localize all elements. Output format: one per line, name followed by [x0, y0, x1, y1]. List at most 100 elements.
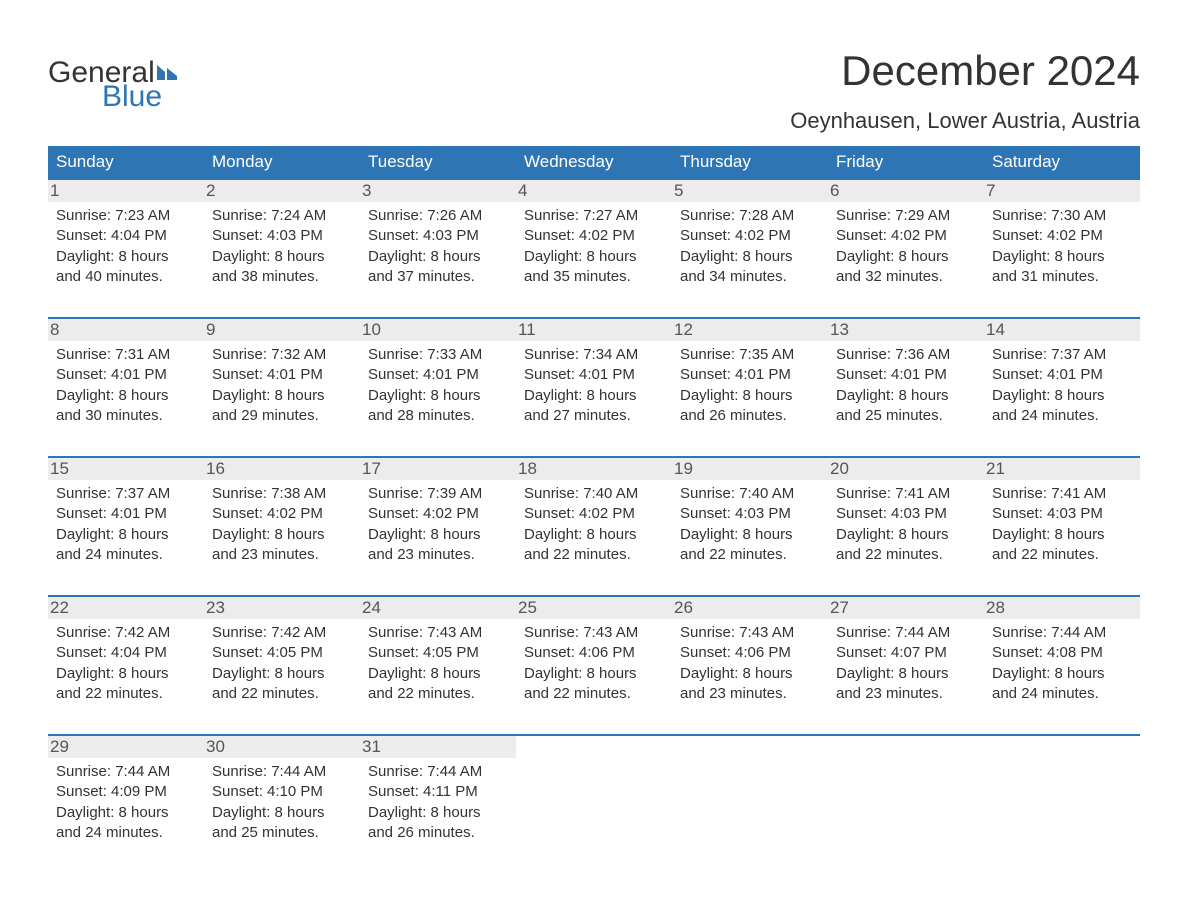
day-dl2: and 22 minutes.	[992, 545, 1132, 565]
day-cell: 30Sunrise: 7:44 AMSunset: 4:10 PMDayligh…	[204, 736, 360, 873]
day-cell: 18Sunrise: 7:40 AMSunset: 4:02 PMDayligh…	[516, 458, 672, 595]
day-sunrise: Sunrise: 7:37 AM	[56, 484, 196, 504]
day-dl1: Daylight: 8 hours	[836, 525, 976, 545]
day-dl2: and 24 minutes.	[56, 823, 196, 843]
day-sunset: Sunset: 4:02 PM	[524, 226, 664, 246]
day-dl2: and 23 minutes.	[836, 684, 976, 704]
day-sunset: Sunset: 4:02 PM	[212, 504, 352, 524]
day-dl2: and 37 minutes.	[368, 267, 508, 287]
day-dl1: Daylight: 8 hours	[992, 247, 1132, 267]
day-cell: 1Sunrise: 7:23 AMSunset: 4:04 PMDaylight…	[48, 180, 204, 317]
day-dl2: and 22 minutes.	[524, 545, 664, 565]
day-number: 29	[48, 736, 204, 758]
day-number: 20	[828, 458, 984, 480]
day-sunset: Sunset: 4:01 PM	[56, 504, 196, 524]
day-cell: 23Sunrise: 7:42 AMSunset: 4:05 PMDayligh…	[204, 597, 360, 734]
day-number: 4	[516, 180, 672, 202]
day-number: 28	[984, 597, 1140, 619]
day-number: 30	[204, 736, 360, 758]
day-sunrise: Sunrise: 7:31 AM	[56, 345, 196, 365]
day-sunrise: Sunrise: 7:43 AM	[368, 623, 508, 643]
day-sunset: Sunset: 4:01 PM	[836, 365, 976, 385]
day-cell: 14Sunrise: 7:37 AMSunset: 4:01 PMDayligh…	[984, 319, 1140, 456]
week-row: 15Sunrise: 7:37 AMSunset: 4:01 PMDayligh…	[48, 456, 1140, 595]
day-number: 8	[48, 319, 204, 341]
day-dl1: Daylight: 8 hours	[680, 525, 820, 545]
day-sunrise: Sunrise: 7:44 AM	[836, 623, 976, 643]
dow-tuesday: Tuesday	[360, 146, 516, 178]
day-cell: 10Sunrise: 7:33 AMSunset: 4:01 PMDayligh…	[360, 319, 516, 456]
day-sunset: Sunset: 4:06 PM	[680, 643, 820, 663]
day-sunrise: Sunrise: 7:41 AM	[992, 484, 1132, 504]
day-sunset: Sunset: 4:08 PM	[992, 643, 1132, 663]
day-cell: 15Sunrise: 7:37 AMSunset: 4:01 PMDayligh…	[48, 458, 204, 595]
day-number: 31	[360, 736, 516, 758]
day-sunset: Sunset: 4:11 PM	[368, 782, 508, 802]
day-sunrise: Sunrise: 7:44 AM	[212, 762, 352, 782]
day-number: 19	[672, 458, 828, 480]
dow-monday: Monday	[204, 146, 360, 178]
day-number: 16	[204, 458, 360, 480]
dow-sunday: Sunday	[48, 146, 204, 178]
day-cell: 17Sunrise: 7:39 AMSunset: 4:02 PMDayligh…	[360, 458, 516, 595]
day-dl1: Daylight: 8 hours	[524, 664, 664, 684]
day-of-week-header: Sunday Monday Tuesday Wednesday Thursday…	[48, 146, 1140, 178]
day-sunset: Sunset: 4:02 PM	[524, 504, 664, 524]
day-number: 21	[984, 458, 1140, 480]
day-dl1: Daylight: 8 hours	[368, 247, 508, 267]
day-sunset: Sunset: 4:05 PM	[368, 643, 508, 663]
day-cell: 24Sunrise: 7:43 AMSunset: 4:05 PMDayligh…	[360, 597, 516, 734]
day-cell: 11 Sunrise: 7:34 AMSunset: 4:01 PMDayligh…	[516, 319, 672, 456]
day-sunrise: Sunrise: 7:42 AM	[212, 623, 352, 643]
day-sunset: Sunset: 4:01 PM	[524, 365, 664, 385]
day-sunset: Sunset: 4:03 PM	[992, 504, 1132, 524]
day-dl2: and 22 minutes.	[368, 684, 508, 704]
day-cell: 19Sunrise: 7:40 AMSunset: 4:03 PMDayligh…	[672, 458, 828, 595]
day-sunset: Sunset: 4:01 PM	[368, 365, 508, 385]
day-sunrise: Sunrise: 7:24 AM	[212, 206, 352, 226]
day-number: 12	[672, 319, 828, 341]
day-sunset: Sunset: 4:09 PM	[56, 782, 196, 802]
location: Oeynhausen, Lower Austria, Austria	[790, 108, 1140, 134]
day-number: 5	[672, 180, 828, 202]
day-dl1: Daylight: 8 hours	[212, 664, 352, 684]
day-sunrise: Sunrise: 7:32 AM	[212, 345, 352, 365]
day-sunset: Sunset: 4:02 PM	[368, 504, 508, 524]
day-number: 11	[516, 319, 672, 341]
day-sunrise: Sunrise: 7:34 AM	[524, 345, 664, 365]
day-cell: 5Sunrise: 7:28 AMSunset: 4:02 PMDaylight…	[672, 180, 828, 317]
day-cell: 6Sunrise: 7:29 AMSunset: 4:02 PMDaylight…	[828, 180, 984, 317]
day-cell	[828, 736, 984, 873]
day-cell: 25Sunrise: 7:43 AMSunset: 4:06 PMDayligh…	[516, 597, 672, 734]
calendar: Sunday Monday Tuesday Wednesday Thursday…	[48, 146, 1140, 873]
day-number: 6	[828, 180, 984, 202]
day-dl2: and 22 minutes.	[680, 545, 820, 565]
day-sunset: Sunset: 4:01 PM	[992, 365, 1132, 385]
day-number: 26	[672, 597, 828, 619]
day-dl2: and 24 minutes.	[992, 684, 1132, 704]
day-dl1: Daylight: 8 hours	[212, 803, 352, 823]
day-sunset: Sunset: 4:01 PM	[212, 365, 352, 385]
day-dl2: and 35 minutes.	[524, 267, 664, 287]
day-cell: 4Sunrise: 7:27 AMSunset: 4:02 PMDaylight…	[516, 180, 672, 317]
day-dl2: and 24 minutes.	[56, 545, 196, 565]
day-dl1: Daylight: 8 hours	[56, 664, 196, 684]
day-dl2: and 38 minutes.	[212, 267, 352, 287]
day-cell: 21Sunrise: 7:41 AMSunset: 4:03 PMDayligh…	[984, 458, 1140, 595]
day-cell	[984, 736, 1140, 873]
day-dl1: Daylight: 8 hours	[368, 803, 508, 823]
dow-friday: Friday	[828, 146, 984, 178]
day-dl1: Daylight: 8 hours	[524, 525, 664, 545]
week-row: 22Sunrise: 7:42 AMSunset: 4:04 PMDayligh…	[48, 595, 1140, 734]
day-dl1: Daylight: 8 hours	[56, 247, 196, 267]
day-number: 18	[516, 458, 672, 480]
day-sunrise: Sunrise: 7:40 AM	[680, 484, 820, 504]
day-number: 14	[984, 319, 1140, 341]
day-sunrise: Sunrise: 7:29 AM	[836, 206, 976, 226]
day-dl1: Daylight: 8 hours	[524, 386, 664, 406]
day-sunset: Sunset: 4:02 PM	[836, 226, 976, 246]
day-dl2: and 28 minutes.	[368, 406, 508, 426]
day-dl2: and 31 minutes.	[992, 267, 1132, 287]
header: General Blue December 2024 Oeynhausen, L…	[48, 48, 1140, 134]
day-dl1: Daylight: 8 hours	[212, 525, 352, 545]
